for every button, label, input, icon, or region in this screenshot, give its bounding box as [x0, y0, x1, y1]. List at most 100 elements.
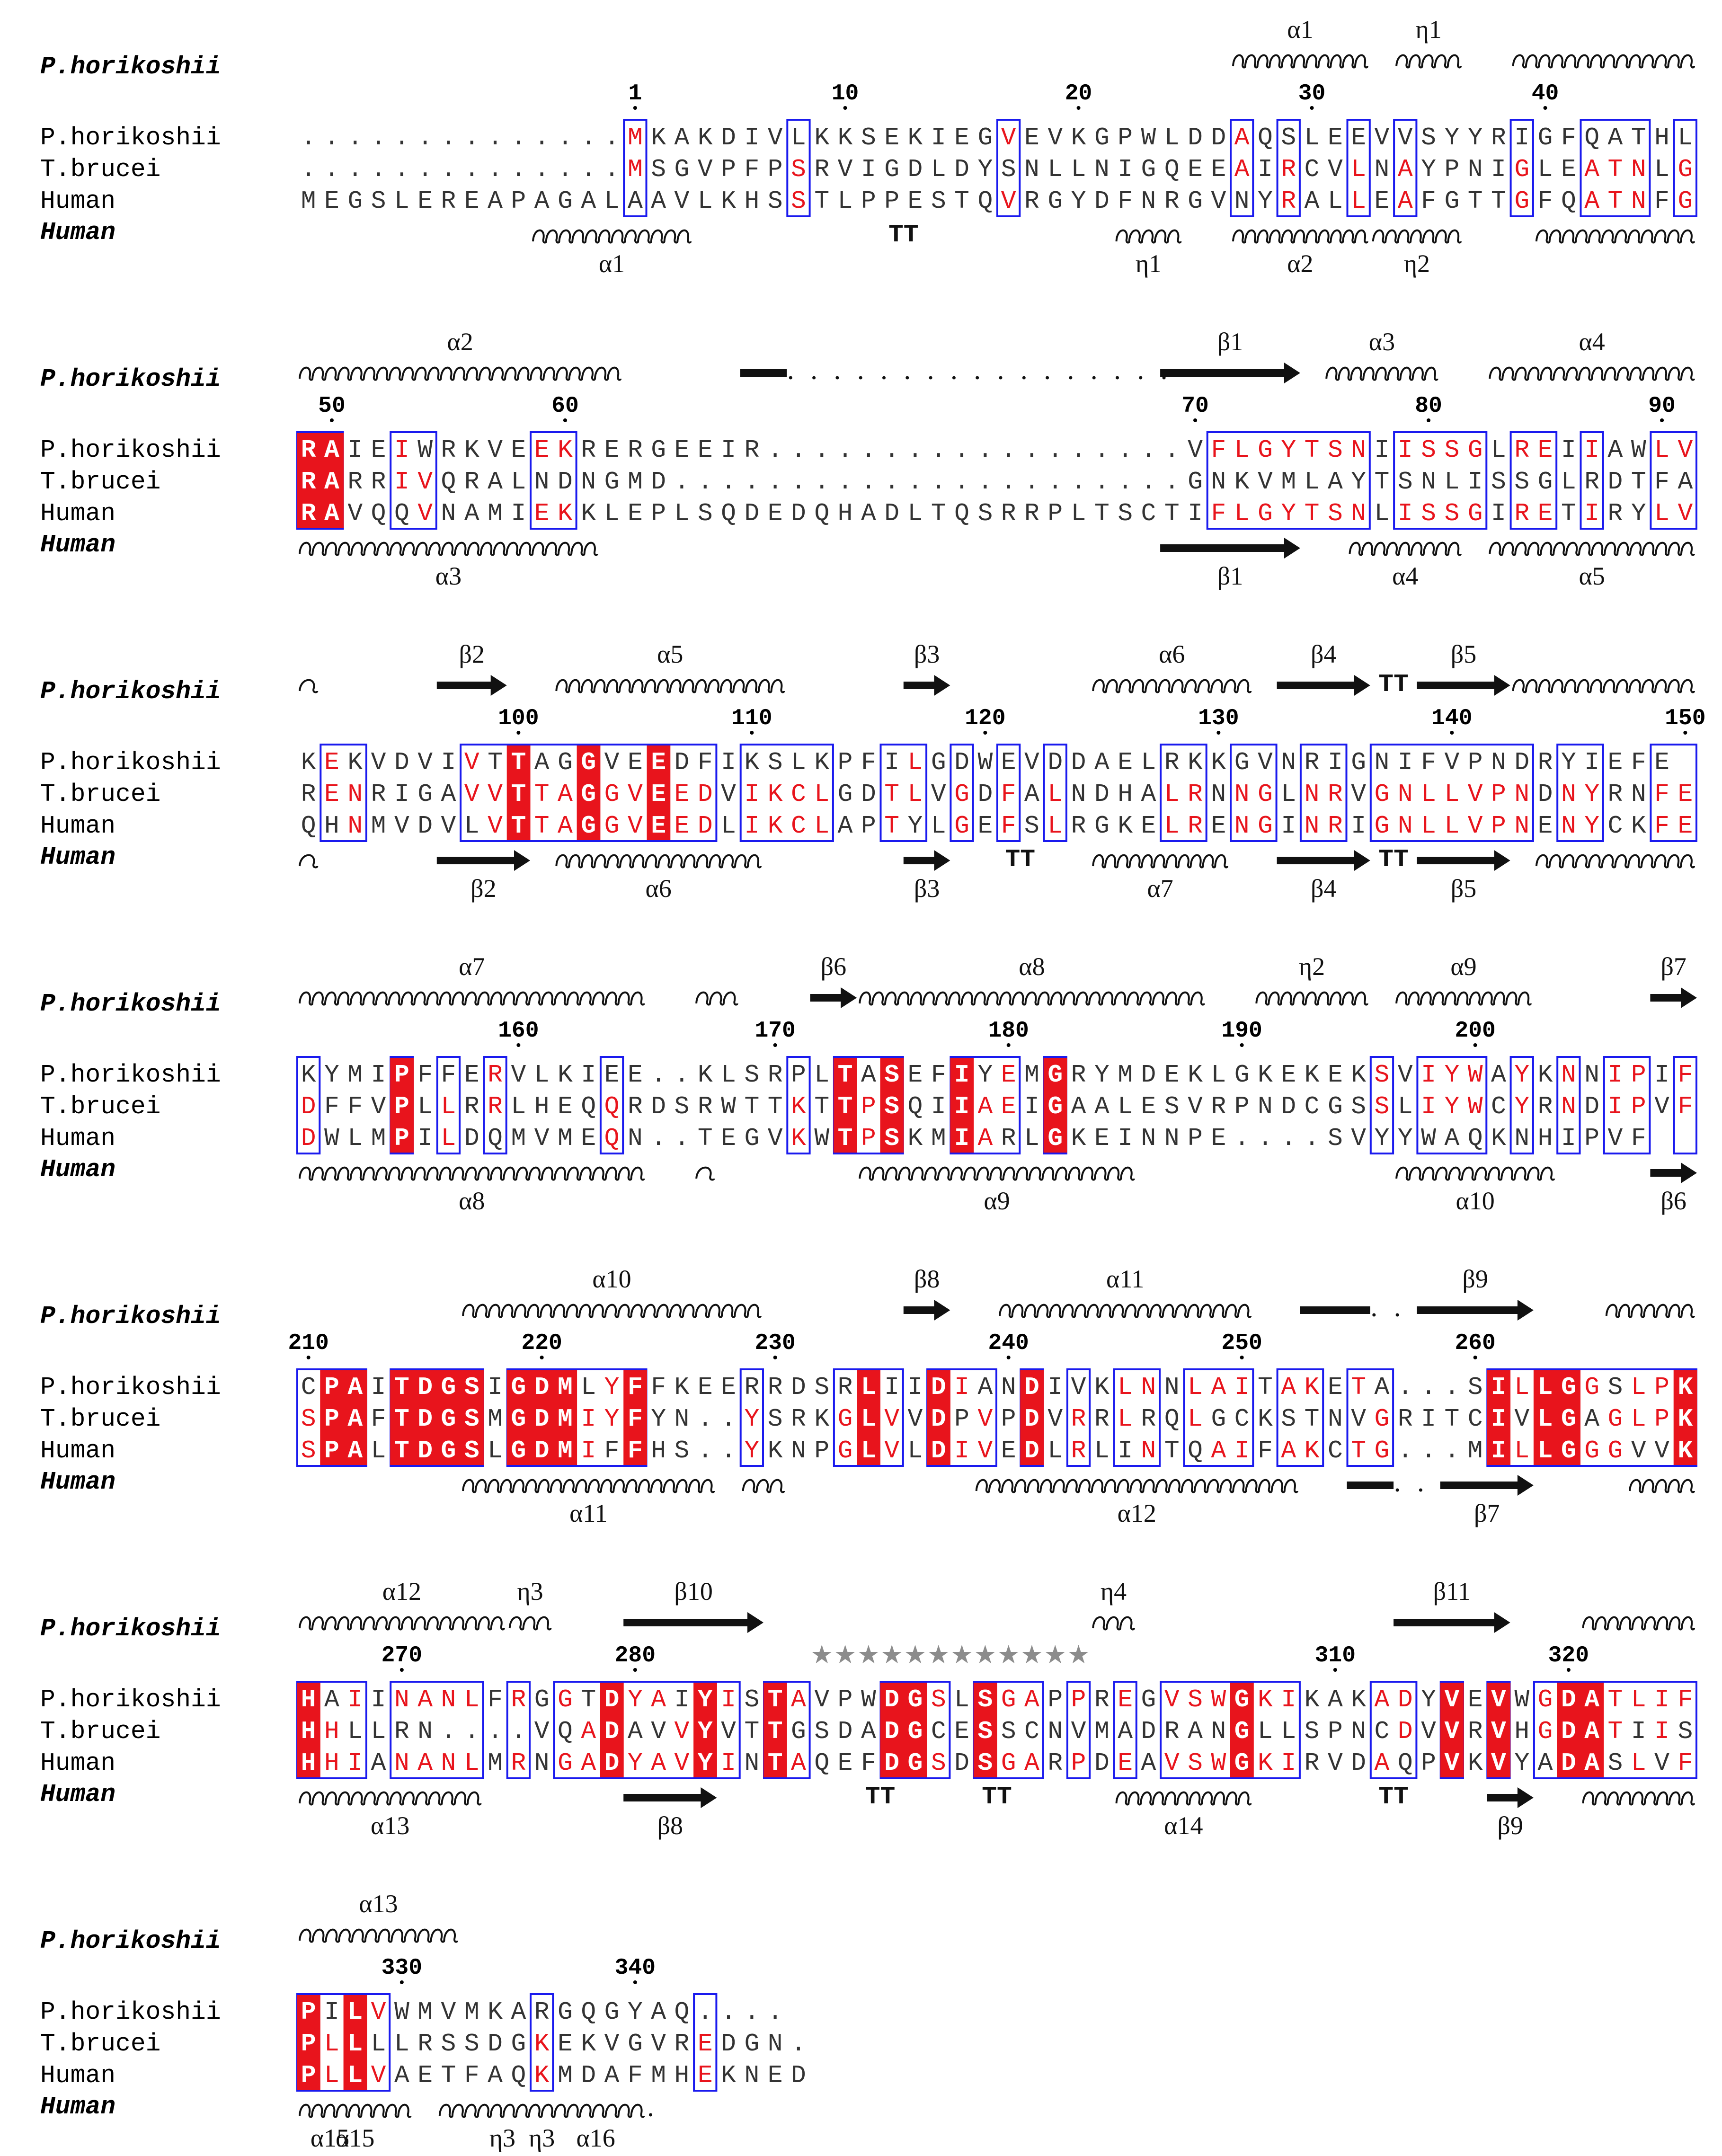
- residue: K: [908, 124, 923, 152]
- ss-top-label: α2: [447, 328, 473, 356]
- position-number: 330: [382, 1955, 422, 1981]
- residue: Q: [721, 499, 736, 528]
- residue: N: [1351, 436, 1366, 464]
- residue: .: [931, 468, 946, 496]
- residue: L: [698, 187, 713, 215]
- residue: A: [1584, 1749, 1599, 1777]
- residue: I: [1608, 1092, 1623, 1121]
- identical-column: [623, 1370, 647, 1465]
- residue: .: [1444, 1373, 1459, 1402]
- strand-body: [810, 994, 843, 1002]
- residue: M: [628, 468, 643, 496]
- residue: Y: [1375, 1124, 1390, 1153]
- residue: D: [1024, 1405, 1039, 1433]
- residue: T: [394, 1373, 409, 1402]
- residue: F: [1001, 812, 1016, 840]
- ss-bottom-label: α8: [459, 1187, 485, 1215]
- residue: E: [628, 1061, 643, 1089]
- position-number: 220: [521, 1331, 562, 1356]
- helix-coil: [1535, 229, 1695, 244]
- ss-top-helix-helix: [299, 679, 319, 693]
- residue: K: [908, 1124, 923, 1153]
- residue: G: [441, 1437, 456, 1465]
- position-tick: [329, 418, 334, 422]
- residue: L: [1538, 1437, 1553, 1465]
- residue: R: [441, 436, 456, 464]
- residue: Y: [1468, 124, 1483, 152]
- residue: Y: [1258, 187, 1273, 215]
- residue: S: [1514, 468, 1529, 496]
- similarity-box: [553, 1681, 741, 1779]
- residue: A: [1678, 468, 1693, 496]
- residue: P: [394, 1061, 409, 1089]
- residue: G: [511, 1437, 526, 1465]
- residue: K: [651, 124, 666, 152]
- similarity-box: [506, 1681, 531, 1779]
- residue: F: [371, 1405, 386, 1433]
- ss-bottom-label: α4: [1392, 562, 1418, 590]
- residue: M: [1281, 468, 1296, 496]
- similarity-box: [739, 1368, 764, 1467]
- position-number: 230: [754, 1331, 795, 1356]
- residue: L: [347, 2061, 363, 2090]
- similarity-box: [786, 1056, 811, 1154]
- residue: V: [1421, 1717, 1436, 1746]
- residue: L: [441, 1124, 456, 1153]
- residue: L: [954, 1686, 969, 1714]
- residue: R: [1514, 436, 1529, 464]
- residue: N: [791, 1437, 806, 1465]
- similarity-box: [530, 431, 577, 530]
- residue: N: [1375, 155, 1390, 184]
- residue: M: [1468, 1437, 1483, 1465]
- residue: .: [558, 155, 573, 184]
- residue: N: [1164, 1373, 1180, 1402]
- residue: I: [1491, 1437, 1506, 1465]
- sequence-name: P.horikoshii: [40, 1061, 221, 1089]
- residue: G: [954, 812, 969, 840]
- position-number: 250: [1221, 1331, 1262, 1356]
- residue: Y: [1281, 499, 1296, 528]
- residue: G: [1468, 499, 1483, 528]
- residue: S: [1421, 499, 1436, 528]
- similarity-box: [1160, 744, 1207, 842]
- residue: .: [1444, 1437, 1459, 1465]
- residue: K: [558, 499, 573, 528]
- helix-coil: [299, 991, 645, 1006]
- residue: S: [464, 1373, 479, 1402]
- residue: W: [1468, 1092, 1483, 1121]
- residue: D: [301, 1092, 316, 1121]
- residue: A: [581, 1717, 596, 1746]
- residue: I: [1118, 1437, 1133, 1465]
- residue: G: [1514, 187, 1529, 215]
- residue: R: [1001, 499, 1016, 528]
- residue: A: [675, 124, 690, 152]
- ss-bottom-gap-gap: [649, 2113, 652, 2117]
- residue: .: [558, 124, 573, 152]
- ss-top-strand-bar: [740, 369, 787, 377]
- residue: P: [394, 1092, 409, 1121]
- residue: Y: [1631, 499, 1646, 528]
- position-number: 30: [1298, 81, 1326, 106]
- residue: E: [651, 780, 666, 808]
- ss-top-β1-arrow: [1160, 363, 1300, 383]
- residue: R: [417, 2030, 433, 2058]
- residue: G: [1608, 1405, 1623, 1433]
- residue: Q: [954, 499, 969, 528]
- residue: V: [1047, 1405, 1063, 1433]
- ss-top-η1-helix: [1395, 54, 1462, 69]
- residue: I: [954, 1124, 969, 1153]
- helix-coil: [508, 1616, 552, 1631]
- similarity-box: [1160, 1681, 1301, 1779]
- residue: L: [1211, 1061, 1226, 1089]
- label-top: P.horikoshii: [40, 365, 221, 393]
- ss-top-label: α13: [359, 1890, 398, 1918]
- conservation-star: ★: [950, 1641, 973, 1669]
- residue: S: [651, 155, 666, 184]
- residue: .: [534, 124, 550, 152]
- residue: .: [675, 1124, 690, 1153]
- residue: .: [604, 155, 620, 184]
- ss-bottom-label: α3: [435, 562, 462, 590]
- residue: H: [324, 1717, 339, 1746]
- helix-coil: [859, 991, 1205, 1006]
- residue: .: [1398, 1373, 1413, 1402]
